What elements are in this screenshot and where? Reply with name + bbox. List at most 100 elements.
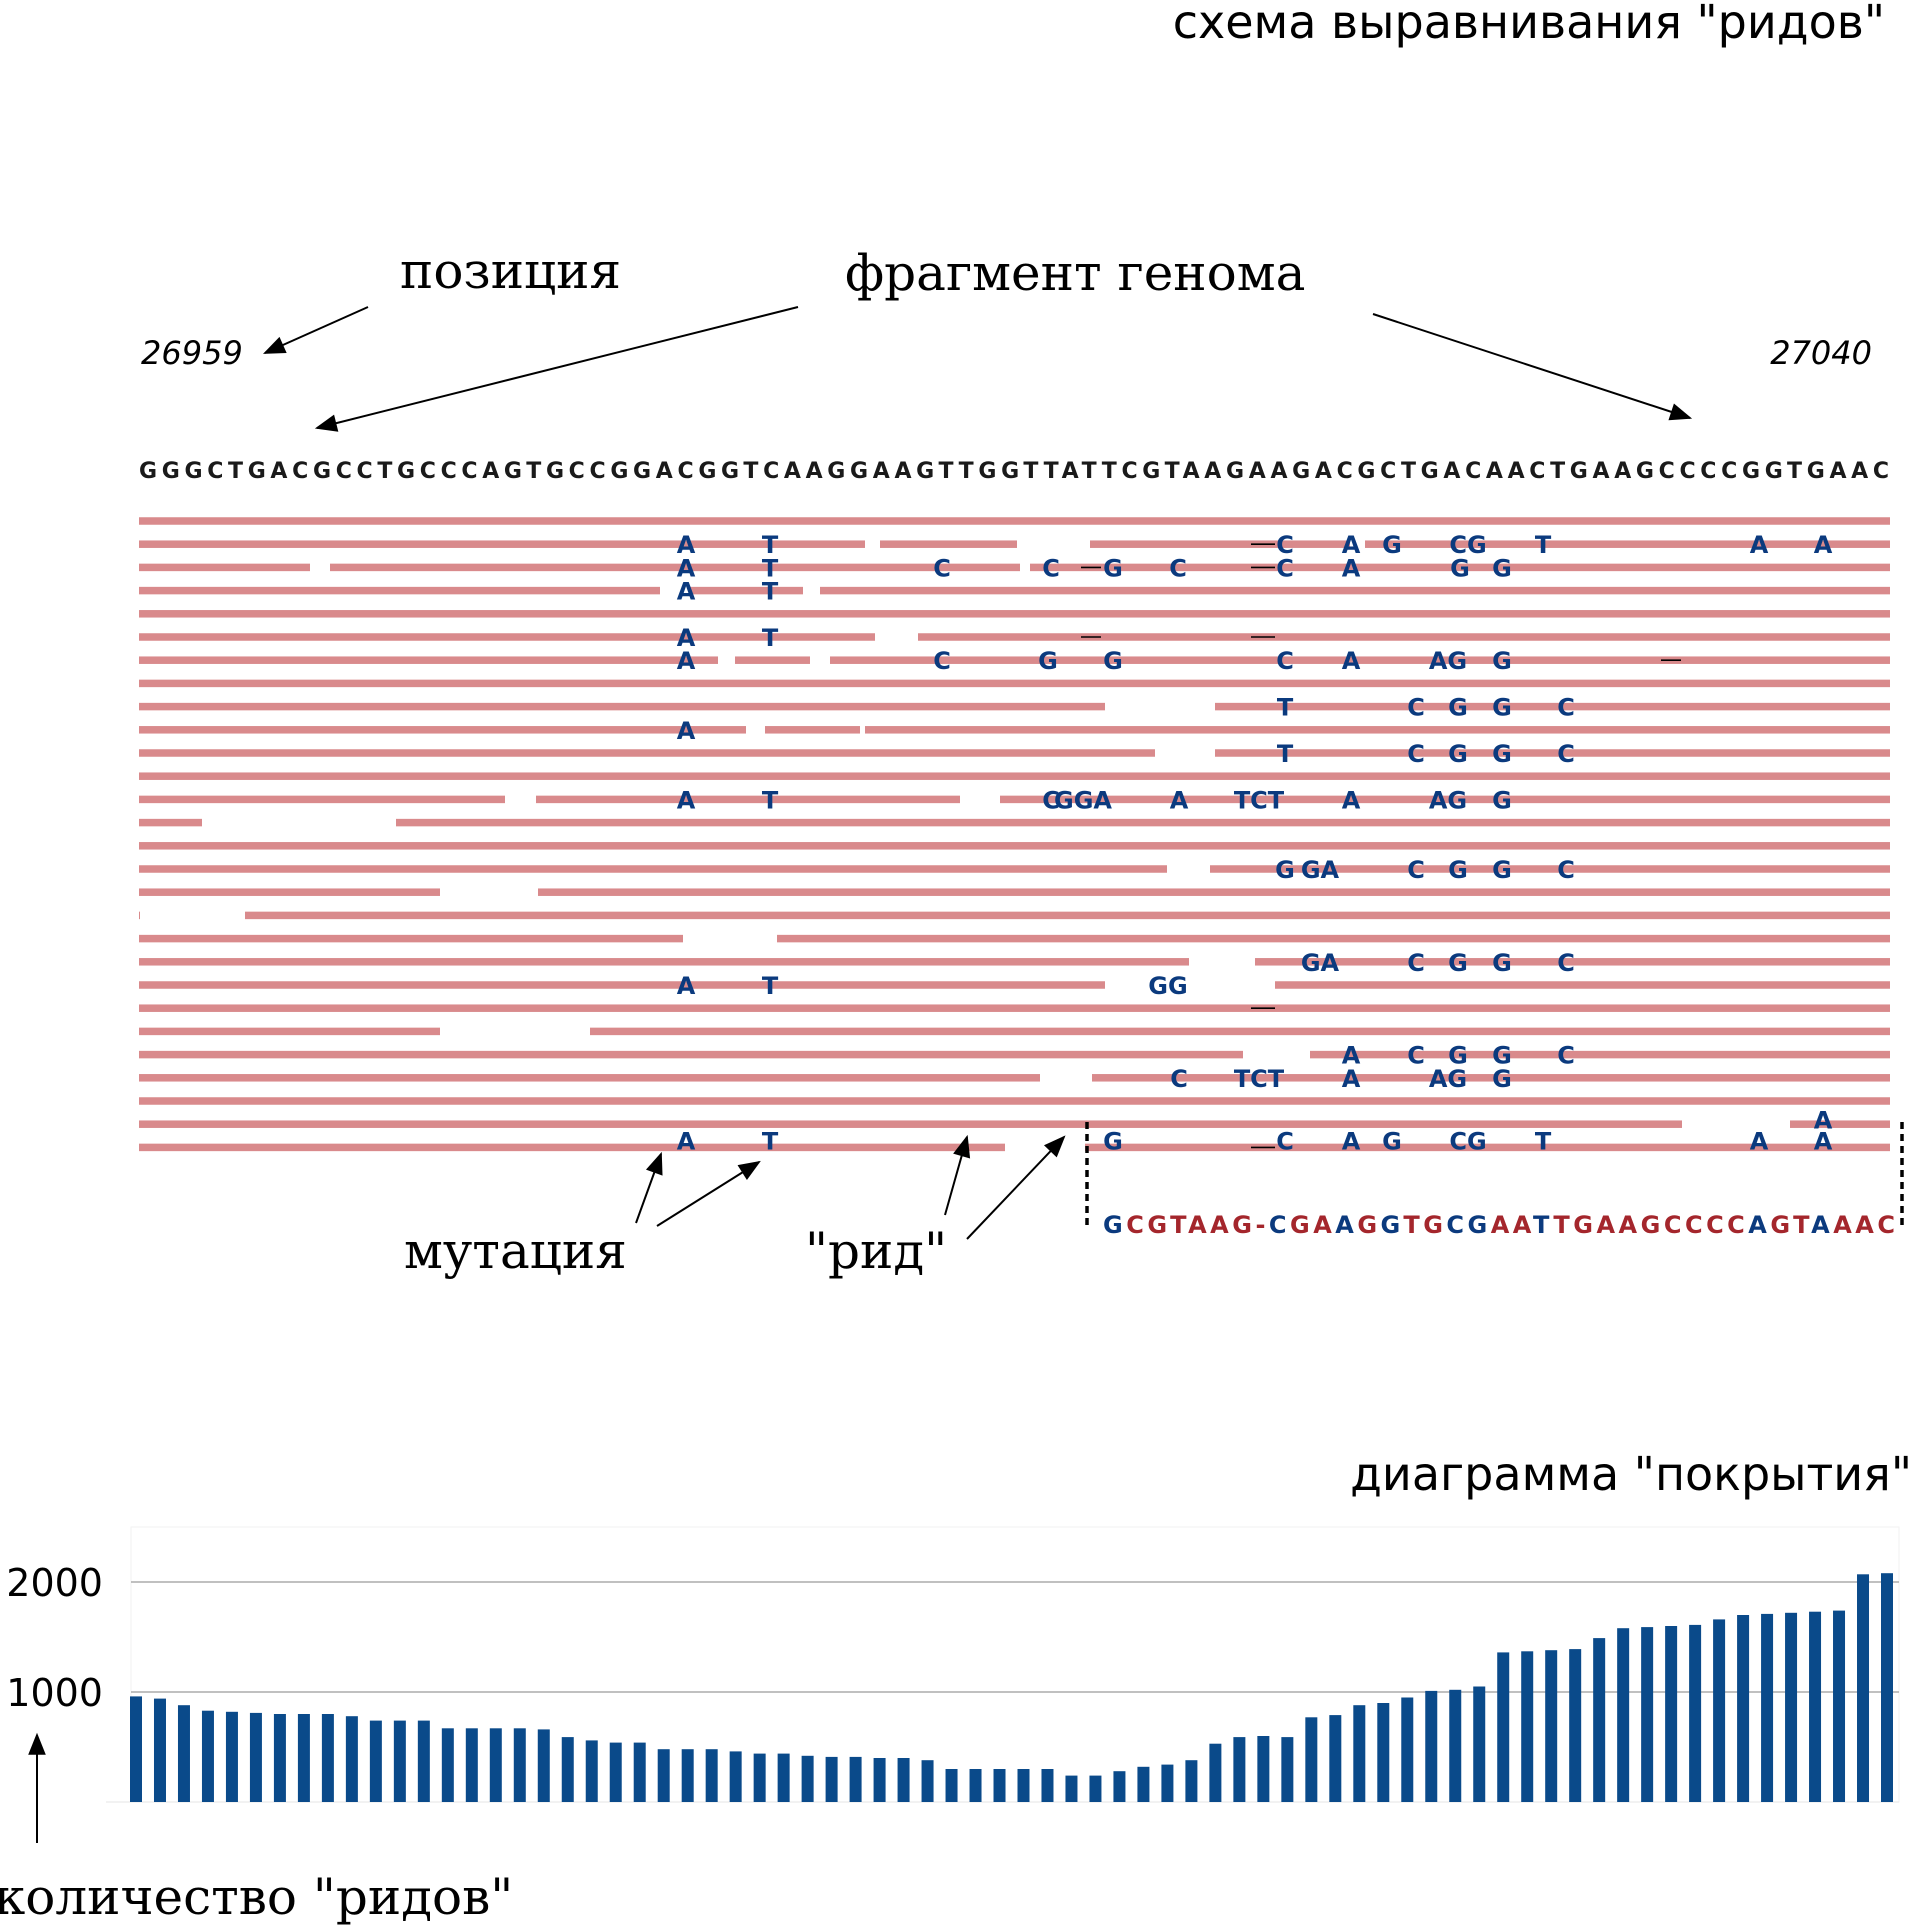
coverage-bar [297, 1714, 310, 1802]
read-base: G [1147, 1211, 1166, 1239]
coverage-bar [1401, 1697, 1414, 1802]
read-base: A [1596, 1211, 1615, 1239]
mutation-base: A [1814, 1127, 1833, 1155]
read [139, 1120, 1682, 1128]
mutation-base: G [1492, 647, 1512, 675]
mutation-base: AG [1429, 786, 1467, 814]
read [1255, 958, 1890, 966]
mutation-base: G [1492, 554, 1512, 582]
read-base: G [1357, 1211, 1377, 1239]
read-count-label: количество "ридов" [0, 1868, 513, 1926]
mutation-base: G [1103, 647, 1123, 675]
mutation-base: G [1492, 786, 1512, 814]
read-base: T [1403, 1211, 1420, 1239]
mutation-base: T [762, 554, 779, 582]
coverage-bar [1329, 1715, 1342, 1802]
coverage-bar [657, 1749, 670, 1802]
read [330, 563, 1020, 572]
mutation-base: T [762, 1127, 779, 1155]
read [139, 702, 1105, 711]
read-base: G [1573, 1211, 1593, 1239]
read-base: A [1210, 1211, 1229, 1239]
mutation-base: G [1103, 554, 1123, 582]
read [245, 911, 1890, 920]
coverage-bar [849, 1756, 862, 1802]
read [139, 726, 746, 734]
read [139, 656, 718, 664]
read-base: G [1641, 1211, 1661, 1239]
coverage-bar [801, 1755, 814, 1802]
coverage-bar [1233, 1737, 1246, 1802]
coverage-bar [513, 1728, 526, 1802]
mutation-base: A [1814, 1107, 1833, 1135]
mutation-base: C [933, 647, 951, 675]
mutation-base: A [1170, 786, 1189, 814]
read-base-mutated: A [1748, 1211, 1767, 1239]
read-detail-bracket [1085, 1122, 1904, 1230]
coverage-bar [1809, 1611, 1822, 1802]
coverage-bar [153, 1698, 166, 1802]
coverage-bar [1425, 1690, 1438, 1802]
read [865, 726, 1890, 734]
mutation-base: A [1342, 1065, 1361, 1093]
mutation-base: T [1535, 531, 1552, 559]
mutation-base: C [1276, 1127, 1294, 1155]
read-base-mutated: A [1335, 1211, 1354, 1239]
read [139, 911, 140, 920]
coverage-bar [1593, 1638, 1606, 1802]
read-base: T [1793, 1211, 1810, 1239]
read [765, 726, 860, 734]
read-base-mutated: C [1269, 1211, 1287, 1239]
read [139, 586, 660, 595]
coverage-bar [1521, 1651, 1534, 1802]
mutation-base: G [1492, 1065, 1512, 1093]
coverage-bar [753, 1753, 766, 1802]
read-arrow-2 [966, 1135, 1066, 1240]
end-position: 27040 [1770, 334, 1872, 372]
coverage-bar [1737, 1615, 1750, 1802]
coverage-bar [993, 1769, 1006, 1802]
mutation-base: C [1557, 949, 1575, 977]
coverage-bar [369, 1720, 382, 1802]
coverage-bar [537, 1729, 550, 1802]
read [1090, 540, 1350, 548]
mutation-base: A [677, 717, 696, 745]
read-base: - [1255, 1211, 1265, 1239]
coverage-bar [393, 1720, 406, 1802]
mutation-base: AG [1429, 647, 1467, 675]
read [918, 633, 1890, 641]
read-label: "рид" [805, 1222, 947, 1280]
read [1215, 749, 1890, 757]
coverage-bar [441, 1728, 454, 1802]
read-base: A [1313, 1211, 1332, 1239]
read [396, 818, 1890, 827]
read-rows [139, 517, 1890, 1152]
read-base: G [1290, 1211, 1310, 1239]
mutation-label: мутация [404, 1222, 627, 1280]
read [1365, 540, 1890, 548]
mutation-base: G [1038, 647, 1058, 675]
mutation-base: T [1277, 694, 1294, 722]
mutation-base: A [1342, 1127, 1361, 1155]
coverage-bar [1641, 1627, 1654, 1802]
mutation-base: CG [1449, 531, 1486, 559]
read [139, 540, 865, 548]
coverage-bar [1113, 1771, 1126, 1802]
position-label: позиция [400, 242, 621, 300]
mutation-base: C [1407, 740, 1425, 768]
gap-markers [1081, 543, 1681, 1149]
coverage-title: диаграмма "покрытия" [1350, 1447, 1909, 1501]
coverage-bar [417, 1720, 430, 1802]
mutation-base: C [1407, 1042, 1425, 1070]
coverage-bar [321, 1714, 334, 1802]
mutation-base: C [1557, 694, 1575, 722]
mutation-base: A [677, 578, 696, 606]
read [1275, 981, 1890, 989]
coverage-bar [585, 1740, 598, 1802]
read-base: A [1833, 1211, 1852, 1239]
read-base: T [1553, 1211, 1570, 1239]
mutation-base: C [933, 554, 951, 582]
read [830, 656, 1890, 664]
mutation-base: G [1492, 1042, 1512, 1070]
